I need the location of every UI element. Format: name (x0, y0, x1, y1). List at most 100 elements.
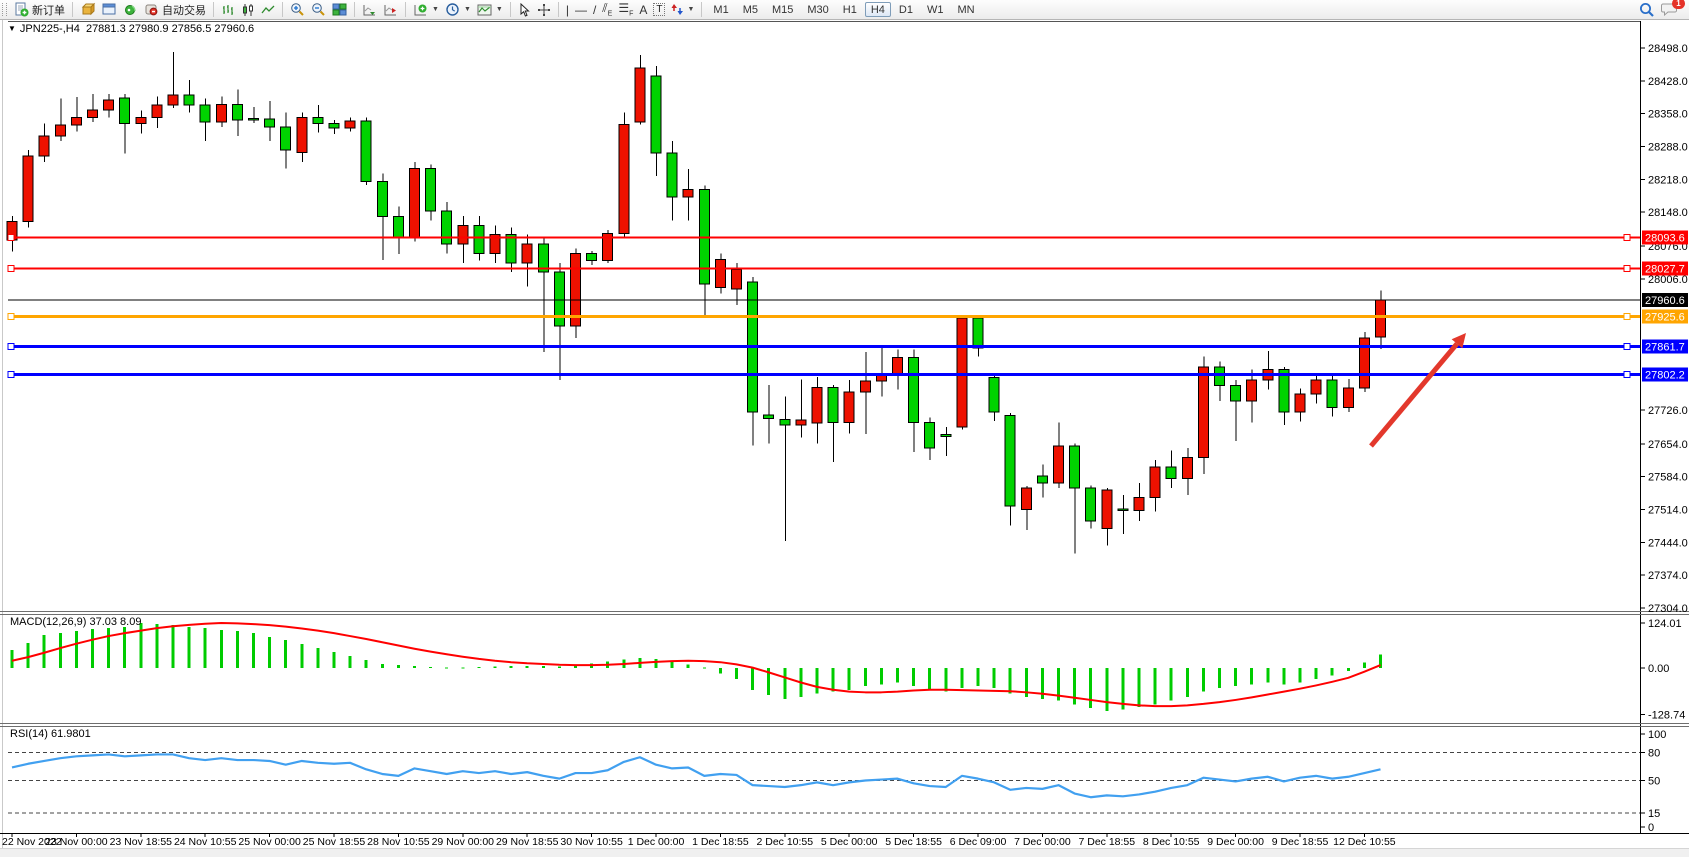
auto-scroll-button[interactable] (359, 1, 380, 18)
timeframe-d1-button[interactable]: D1 (893, 2, 919, 17)
price-tick-label: 27514.0 (1648, 505, 1688, 517)
notifications-wrap: 1 (1658, 0, 1685, 19)
date-tick-label: 29 Nov 18:55 (496, 836, 559, 848)
date-tick-label: 1 Dec 00:00 (628, 836, 685, 848)
notifications-button[interactable]: 1 (1658, 0, 1685, 17)
line-handle[interactable] (7, 342, 15, 350)
timeframe-m1-button[interactable]: M1 (707, 2, 734, 17)
gold-box-icon (81, 2, 96, 16)
separator (213, 2, 214, 17)
timeframe-h4-button[interactable]: H4 (864, 2, 891, 17)
price-tick-label: 28288.0 (1648, 141, 1688, 153)
macd-histogram-bar (1024, 668, 1028, 698)
fibonacci-tool-button[interactable]: ☰F (615, 1, 636, 18)
date-tick-label: 25 Nov 18:55 (303, 836, 366, 848)
macd-histogram-bar (1234, 668, 1238, 687)
timeframe-m15-button[interactable]: M15 (766, 2, 799, 17)
channel-tool-button[interactable]: ⫽E (599, 1, 615, 18)
text-tool-button[interactable]: A (636, 1, 650, 18)
zoom-out-button[interactable] (308, 1, 329, 18)
new-order-button[interactable]: 新订单 (11, 1, 68, 18)
candle-body (22, 155, 34, 223)
price-badge-label: 27925.6 (1645, 311, 1685, 323)
trendline-tool-button[interactable]: / (590, 1, 599, 18)
arrows-tool-button[interactable]: ▼ (668, 1, 697, 18)
macd-histogram-bar (1218, 668, 1221, 688)
line-chart-type-button[interactable] (258, 1, 278, 18)
timeframe-w1-button[interactable]: W1 (921, 2, 950, 17)
zoom-out-icon (312, 3, 325, 16)
cursor-tool-button[interactable] (515, 1, 534, 18)
macd-histogram-bar (847, 668, 851, 690)
macd-histogram-bar (1298, 668, 1302, 683)
chart-window-bg (0, 20, 1689, 848)
line-handle[interactable] (7, 312, 15, 320)
candle-body (634, 67, 646, 123)
macd-histogram-bar (1266, 668, 1270, 683)
price-tick-label: 28006.0 (1648, 274, 1688, 286)
new-order-icon (15, 2, 29, 17)
text-label-icon: T (653, 3, 666, 16)
candle-body (892, 357, 903, 376)
candle-body (1085, 487, 1097, 522)
toolbar: 新订单 自动交易 (0, 0, 1689, 19)
date-tick-label: 5 Dec 00:00 (821, 836, 878, 848)
macd-histogram-bar (300, 644, 304, 668)
macd-histogram-bar (702, 667, 706, 669)
candle-body (280, 126, 292, 151)
bar-chart-type-button[interactable] (218, 1, 238, 18)
candlestick-chart-type-button[interactable] (238, 1, 258, 18)
line-handle[interactable] (1623, 265, 1631, 273)
trend-arrow-annotation[interactable] (1369, 342, 1459, 448)
horizontal-line-tool-button[interactable]: — (572, 1, 590, 18)
macd-histogram-bar (74, 630, 78, 668)
date-tick-label: 9 Dec 00:00 (1207, 836, 1264, 848)
periods-button[interactable]: ▼ (442, 1, 474, 18)
zoom-in-button[interactable] (287, 1, 308, 18)
macd-histogram-bar (654, 658, 658, 668)
separator (701, 2, 703, 17)
macd-histogram-bar (509, 666, 513, 668)
new-order-label: 新订单 (32, 4, 65, 17)
candle-body (1036, 475, 1048, 484)
timeframe-m5-button[interactable]: M5 (737, 2, 764, 17)
market-watch-button[interactable] (77, 1, 99, 18)
candle-body (199, 104, 211, 123)
line-handle[interactable] (1623, 234, 1631, 242)
auto-trading-button[interactable]: 自动交易 (141, 1, 209, 18)
price-tick-label: 27304.0 (1648, 603, 1688, 615)
date-tick-label: 8 Dec 10:55 (1143, 836, 1200, 848)
trend-arrow-head[interactable] (1451, 333, 1466, 349)
text-label-tool-button[interactable]: T (650, 1, 668, 18)
candle-body (763, 414, 775, 420)
timeframe-h1-button[interactable]: H1 (837, 2, 863, 17)
templates-button[interactable]: ▼ (474, 1, 506, 18)
line-handle[interactable] (7, 370, 15, 378)
tile-windows-button[interactable] (329, 1, 350, 18)
macd-histogram-bar (58, 633, 62, 668)
charts-window-button[interactable] (99, 1, 120, 18)
candle-body (231, 103, 243, 121)
search-button[interactable] (1636, 1, 1658, 18)
date-tick-label: 5 Dec 18:55 (885, 836, 942, 848)
macd-histogram-bar (1201, 668, 1205, 692)
candle-body (264, 118, 276, 128)
chart-shift-button[interactable] (380, 1, 401, 18)
line-handle[interactable] (1623, 370, 1631, 378)
timeframe-m30-button[interactable]: M30 (801, 2, 834, 17)
line-handle[interactable] (7, 265, 15, 273)
crosshair-tool-button[interactable] (534, 1, 554, 18)
line-handle[interactable] (1623, 342, 1631, 350)
candle-body (328, 123, 340, 129)
macd-histogram-bar (332, 652, 336, 668)
macd-histogram-bar (831, 668, 835, 692)
line-handle[interactable] (7, 234, 15, 242)
timeframe-mn-button[interactable]: MN (951, 2, 980, 17)
vertical-line-tool-button[interactable]: | (563, 1, 572, 18)
indicators-button[interactable]: ▼ (410, 1, 442, 18)
price-tick-label: 28498.0 (1648, 43, 1688, 55)
candle-body (1358, 337, 1370, 389)
line-handle[interactable] (1623, 312, 1631, 320)
signals-button[interactable] (120, 1, 141, 18)
